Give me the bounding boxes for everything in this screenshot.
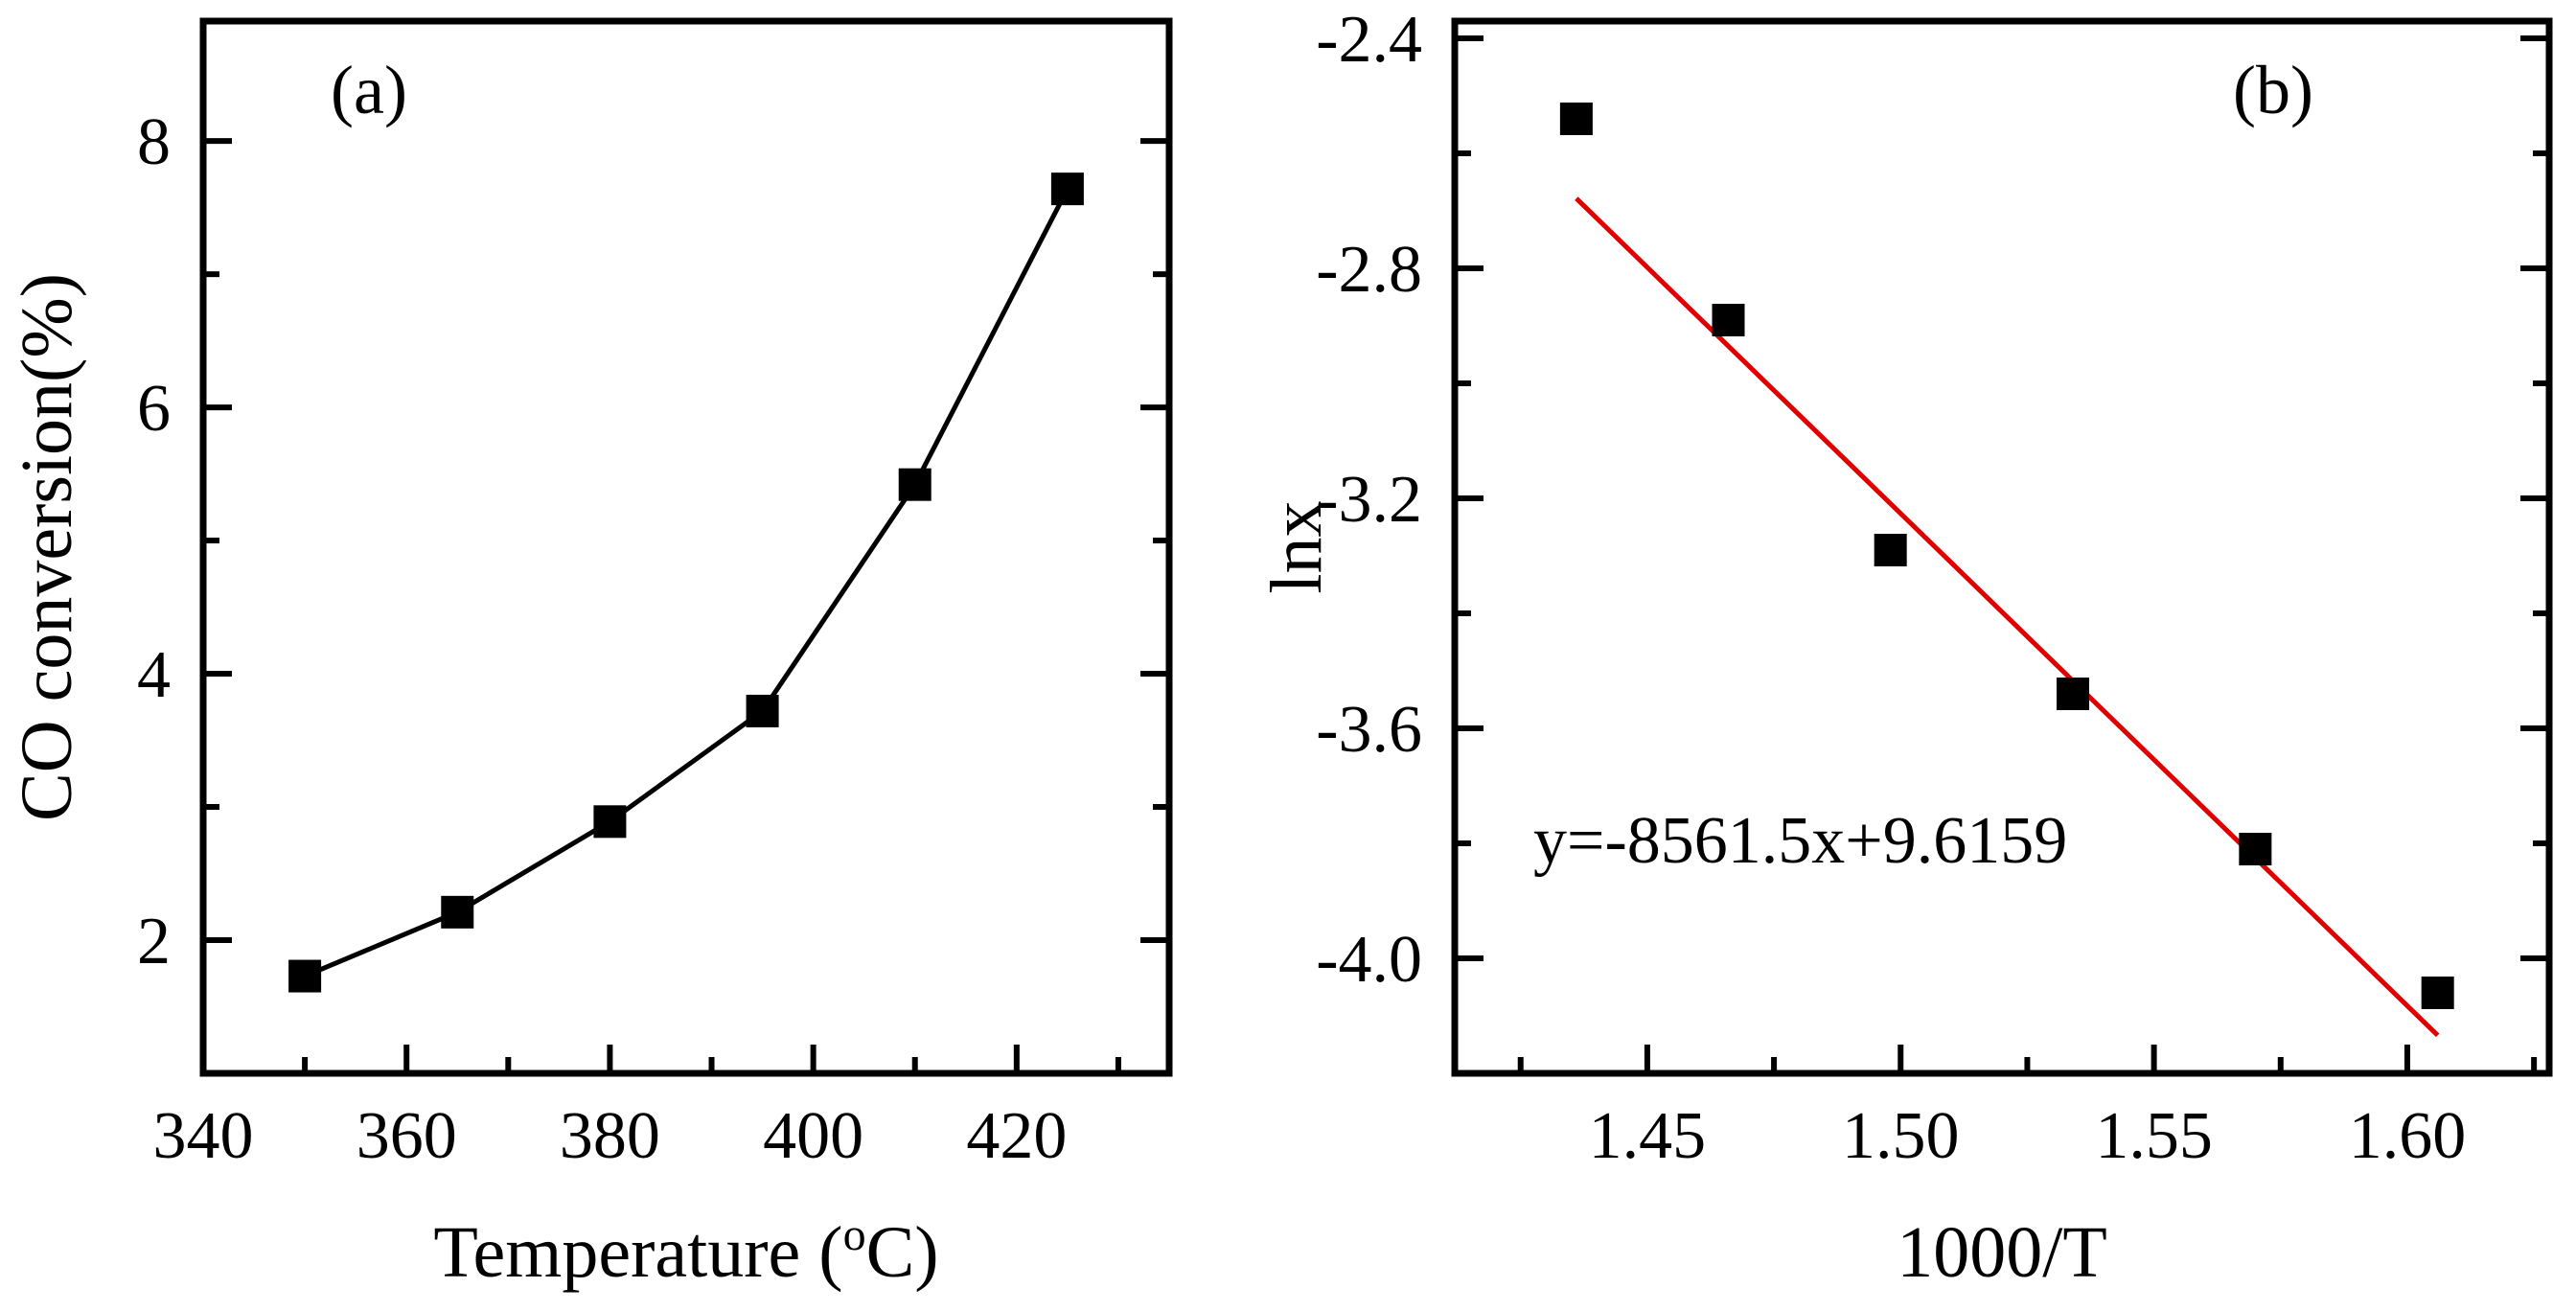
x-tick-label: 420: [966, 1099, 1067, 1173]
x-axis-title: 1000/T: [1897, 1212, 2107, 1293]
data-point-marker: [1050, 172, 1084, 206]
y-tick-label: -4.0: [1316, 923, 1422, 997]
x-tick-label: 1.45: [1589, 1099, 1707, 1173]
y-tick-label: 6: [137, 372, 171, 446]
data-point-marker: [441, 895, 474, 929]
panel-b-arrhenius-plot: 1.45 1.50 1.55 1.60 -2.4 -2.8 -3.2 -3.6 -4.0 1000…: [1256, 3, 2553, 1293]
x-tick-label: 1.50: [1842, 1099, 1960, 1173]
data-point-marker: [288, 959, 322, 993]
panel-label: (a): [331, 52, 407, 128]
data-point-marker: [898, 468, 932, 501]
series-line: [304, 187, 1070, 978]
data-point-marker: [1874, 534, 1907, 566]
y-tick-label: -3.2: [1316, 463, 1422, 537]
data-point-marker: [593, 805, 627, 839]
x-tick-label: 400: [763, 1099, 863, 1173]
x-tick-label: 1.55: [2095, 1099, 2213, 1173]
panel-label: (b): [2233, 52, 2313, 128]
x-tick-label: 1.60: [2349, 1099, 2467, 1173]
y-tick-label: 4: [137, 638, 171, 712]
y-tick-label: -2.4: [1316, 3, 1422, 77]
data-point-marker: [746, 694, 779, 727]
linear-fit-line: [1575, 196, 2440, 1038]
x-tick-label: 380: [560, 1099, 660, 1173]
data-point-marker: [1559, 103, 1593, 135]
x-tick-label: 340: [153, 1099, 254, 1173]
y-axis-title: lnx: [1256, 500, 1337, 593]
y-axis-title: CO conversion(%): [7, 273, 87, 821]
data-point-marker: [2421, 977, 2454, 1009]
plot-frame: [199, 17, 1173, 1077]
panel-a-co-conversion-chart: 340 360 380 400 420 2 4 6 8 Temperature (oC) CO co…: [7, 17, 1173, 1293]
data-point-marker: [1712, 304, 1745, 336]
y-tick-label: 8: [137, 105, 171, 179]
y-tick-label: 2: [137, 905, 171, 978]
fit-equation-label: y=-8561.5x+9.6159: [1533, 804, 2067, 878]
x-axis-title: Temperature (oC): [433, 1209, 938, 1293]
y-tick-label: -2.8: [1316, 233, 1422, 307]
x-tick-label: 360: [356, 1099, 457, 1173]
data-point-marker: [2057, 678, 2090, 710]
plot-frame: [1451, 17, 2553, 1077]
y-tick-label: -3.6: [1316, 693, 1422, 767]
data-point-marker: [2239, 833, 2272, 865]
